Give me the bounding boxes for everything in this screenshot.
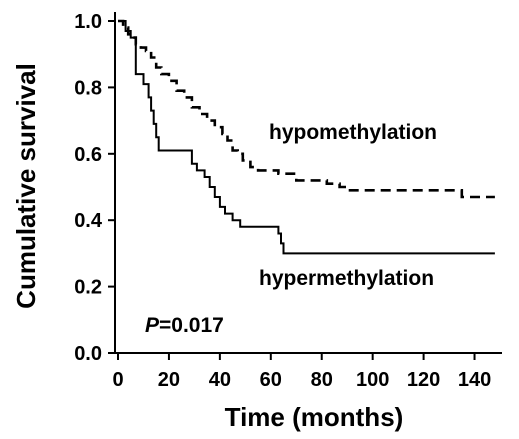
y-ticks: 0.0 0.2 0.4 0.6 0.8 1.0 (74, 11, 115, 365)
y-tick-label: 0.6 (74, 144, 102, 166)
hypomethylation-label: hypomethylation (269, 121, 437, 144)
x-tick-label: 20 (158, 369, 180, 391)
x-ticks: 0 20 40 60 80 100 120 140 (112, 353, 491, 391)
y-tick-label: 0.2 (74, 277, 102, 299)
p-value: =0.017 (159, 314, 224, 337)
y-axis-title: Cumulative survival (11, 63, 41, 309)
series-line-hypomethylation (118, 19, 495, 199)
y-tick-label: 0.8 (74, 77, 102, 99)
y-tick-label: 0.0 (74, 343, 102, 365)
x-tick-label: 80 (311, 369, 333, 391)
x-tick-label: 140 (458, 369, 491, 391)
series-line-hypermethylation (118, 20, 495, 255)
plot-lines (118, 19, 495, 255)
y-tick-label: 0.4 (74, 210, 103, 232)
p-italic: P (145, 314, 160, 337)
axes (114, 12, 502, 354)
x-tick-label: 120 (407, 369, 440, 391)
x-tick-label: 40 (209, 369, 231, 391)
hypermethylation-label: hypermethylation (259, 267, 434, 290)
x-tick-label: 0 (112, 369, 123, 391)
x-tick-label: 60 (260, 369, 282, 391)
p-value-annotation: P=0.017 (145, 314, 224, 337)
x-axis-title: Time (months) (225, 402, 404, 432)
y-tick-label: 1.0 (74, 11, 102, 33)
x-tick-label: 100 (356, 369, 389, 391)
